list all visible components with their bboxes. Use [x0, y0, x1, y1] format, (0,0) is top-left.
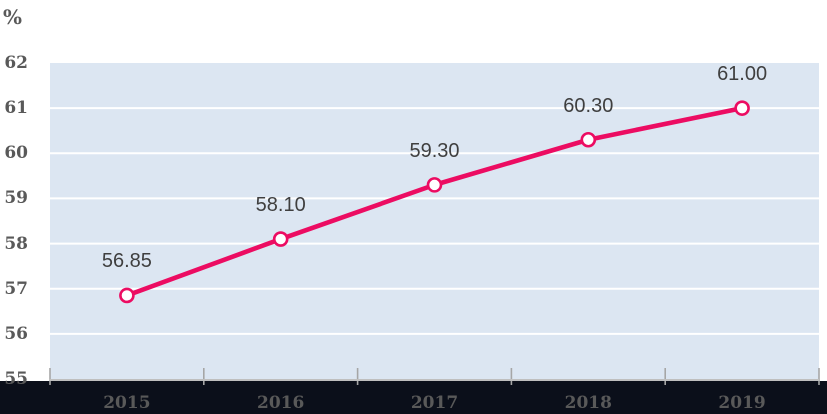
y-axis-tick-label: 55 — [4, 369, 28, 389]
y-axis-tick-label: 57 — [4, 278, 28, 299]
data-point-value-label: 60.30 — [563, 94, 614, 117]
y-axis-unit-label: % — [3, 5, 23, 29]
plot-area — [50, 63, 819, 379]
x-axis-category-label: 2019 — [718, 393, 766, 413]
x-axis-category-label: 2016 — [257, 393, 305, 413]
x-axis-category-label: 2017 — [410, 393, 459, 413]
y-axis-tick-label: 58 — [4, 233, 28, 254]
x-axis-category-label: 2015 — [103, 393, 151, 413]
y-axis-tick-label: 60 — [4, 143, 28, 164]
data-point-value-label: 61.00 — [717, 63, 768, 86]
y-axis-tick-label: 62 — [4, 53, 28, 73]
data-point-value-label: 56.85 — [101, 250, 152, 273]
y-axis-tick-label: 61 — [4, 98, 28, 119]
y-axis-tick-label: 56 — [4, 323, 28, 344]
data-point-value-label: 59.30 — [409, 139, 460, 162]
x-axis-category-label: 2018 — [564, 393, 612, 413]
data-point-value-label: 58.10 — [255, 194, 306, 217]
bottom-band — [0, 381, 827, 414]
y-axis-tick-label: 59 — [4, 188, 28, 209]
